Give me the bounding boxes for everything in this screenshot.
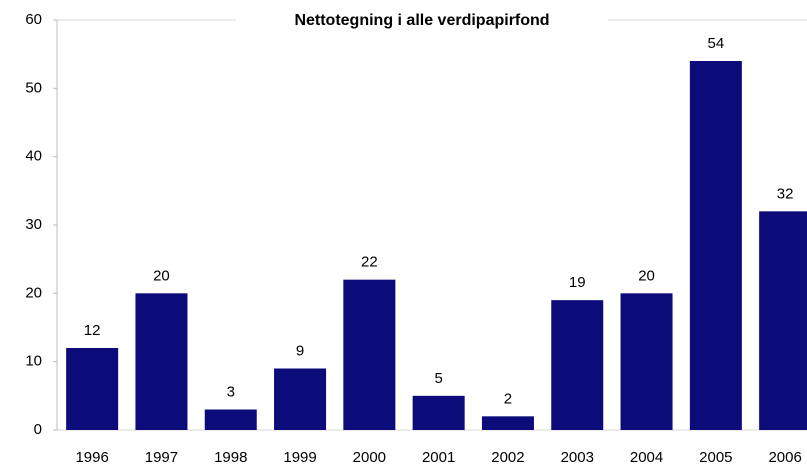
x-tick-label: 2001 — [422, 449, 455, 466]
x-tick-label: 1999 — [283, 449, 316, 466]
data-label: 19 — [569, 274, 586, 291]
x-tick-label: 2002 — [491, 449, 524, 466]
title-background — [236, 8, 608, 34]
bar — [689, 61, 742, 430]
x-tick-label: 2006 — [768, 449, 801, 466]
bar — [204, 409, 257, 430]
bar — [343, 279, 396, 430]
y-tick-label: 40 — [25, 148, 42, 165]
data-label: 54 — [708, 35, 725, 52]
x-tick-label: 2000 — [353, 449, 386, 466]
data-label: 5 — [434, 370, 442, 387]
bar — [620, 293, 673, 430]
bar — [412, 395, 465, 430]
y-tick-label: 50 — [25, 79, 42, 96]
data-label: 32 — [777, 185, 794, 202]
data-label: 20 — [638, 267, 655, 284]
x-tick-label: 2003 — [561, 449, 594, 466]
x-tick-label: 2004 — [630, 449, 663, 466]
y-tick-label: 0 — [34, 421, 42, 438]
x-tick-label: 1998 — [214, 449, 247, 466]
bar — [759, 211, 807, 430]
y-tick-label: 10 — [25, 353, 42, 370]
y-tick-label: 20 — [25, 284, 42, 301]
y-tick-label: 60 — [25, 11, 42, 28]
chart-title: Nettotegning i alle verdipapirfond — [294, 12, 549, 29]
y-tick-label: 30 — [25, 216, 42, 233]
bar — [135, 293, 188, 430]
data-label: 12 — [84, 322, 101, 339]
bar — [481, 416, 534, 430]
data-label: 20 — [153, 267, 170, 284]
data-label: 9 — [296, 342, 304, 359]
data-label: 22 — [361, 254, 378, 271]
bar — [551, 300, 604, 430]
x-tick-label: 1997 — [145, 449, 178, 466]
data-label: 3 — [227, 383, 235, 400]
data-label: 2 — [504, 390, 512, 407]
x-tick-label: 1996 — [75, 449, 108, 466]
x-tick-label: 2005 — [699, 449, 732, 466]
bar — [274, 368, 327, 430]
bar — [66, 348, 119, 430]
